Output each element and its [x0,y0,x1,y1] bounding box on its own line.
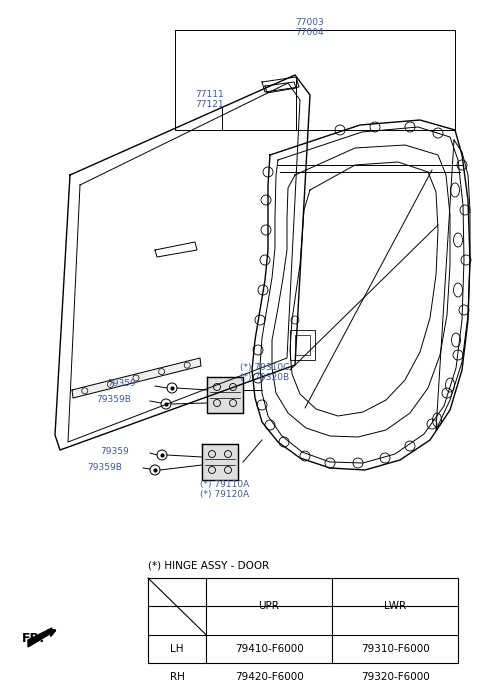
Polygon shape [72,358,201,398]
Text: 79420-F6000: 79420-F6000 [235,672,303,682]
Text: UPR: UPR [259,601,279,611]
Bar [290,330,315,360]
Bar [148,578,458,663]
Text: 77111: 77111 [195,90,224,99]
Text: 79359: 79359 [100,447,129,455]
Text: 79359B: 79359B [96,395,131,404]
Text: 79320-F6000: 79320-F6000 [360,672,430,682]
Text: (*) 79120A: (*) 79120A [200,490,249,499]
Polygon shape [202,444,238,480]
Bar [295,335,310,355]
Text: 79310-F6000: 79310-F6000 [360,644,430,654]
Text: (*) 79110A: (*) 79110A [200,480,249,489]
Polygon shape [28,628,52,647]
Text: 79359: 79359 [107,379,136,388]
Text: LH: LH [170,644,184,654]
Text: (*) 79310C: (*) 79310C [240,363,289,372]
Text: LWR: LWR [384,601,406,611]
Text: 77121: 77121 [195,100,224,109]
Text: (*) HINGE ASSY - DOOR: (*) HINGE ASSY - DOOR [148,560,269,570]
Polygon shape [207,377,243,413]
Text: 77003: 77003 [296,18,324,27]
Text: 77004: 77004 [296,28,324,37]
Text: (*) 79320B: (*) 79320B [240,373,289,382]
Text: 79359B: 79359B [87,463,122,471]
Text: RH: RH [169,672,184,682]
Text: 79410-F6000: 79410-F6000 [235,644,303,654]
Text: FR.: FR. [22,631,45,644]
